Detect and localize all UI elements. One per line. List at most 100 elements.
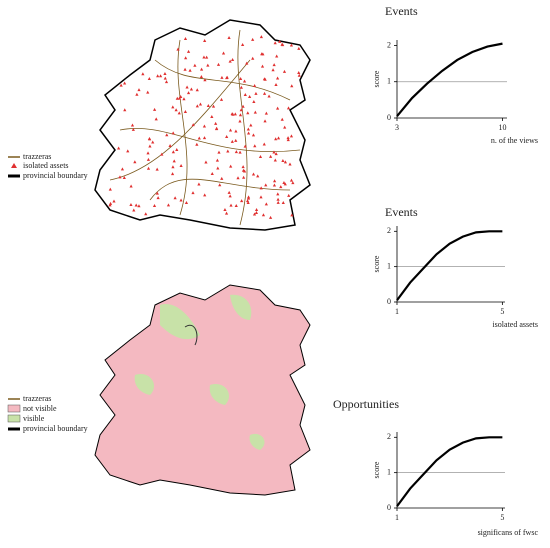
asset-marker: [118, 175, 122, 179]
asset-marker: [278, 39, 282, 43]
asset-marker: [242, 175, 246, 179]
asset-marker: [215, 126, 219, 130]
y-tick-label: 1: [387, 467, 391, 476]
asset-marker: [241, 165, 245, 169]
asset-marker: [229, 203, 233, 207]
asset-marker: [234, 204, 238, 208]
asset-marker: [179, 95, 183, 99]
asset-marker: [218, 183, 222, 187]
asset-marker: [217, 150, 221, 154]
asset-marker: [243, 92, 247, 96]
asset-marker: [146, 157, 151, 161]
asset-marker: [230, 112, 234, 116]
asset-marker: [274, 152, 278, 156]
asset-marker: [129, 184, 133, 188]
asset-marker: [228, 59, 232, 63]
asset-marker: [297, 46, 301, 50]
asset-marker: [203, 193, 207, 197]
y-axis-label: score: [372, 70, 381, 87]
map-assets: [94, 19, 311, 231]
y-tick-label: 0: [387, 503, 391, 512]
y-tick-label: 1: [387, 261, 391, 270]
asset-marker: [112, 199, 116, 203]
asset-marker: [172, 159, 176, 163]
asset-marker: [203, 39, 207, 43]
asset-marker: [156, 74, 160, 78]
asset-marker: [276, 136, 281, 140]
asset-marker: [238, 113, 243, 117]
asset-marker: [220, 75, 224, 79]
asset-marker: [123, 108, 127, 112]
asset-marker: [233, 112, 237, 116]
asset-marker: [195, 88, 199, 92]
asset-marker: [289, 178, 294, 182]
asset-marker: [197, 182, 201, 186]
asset-marker: [147, 77, 151, 81]
x-tick-label: 5: [500, 513, 504, 522]
x-tick-label: 3: [395, 123, 399, 132]
chart-title: Events: [385, 4, 418, 18]
asset-marker: [146, 90, 150, 94]
asset-marker: [282, 69, 287, 73]
asset-marker: [262, 142, 266, 146]
asset-marker: [254, 91, 258, 95]
asset-marker: [281, 201, 285, 205]
asset-marker: [239, 108, 243, 112]
asset-marker: [199, 67, 204, 71]
asset-marker: [171, 105, 175, 109]
asset-marker: [221, 51, 226, 55]
asset-marker: [174, 108, 178, 112]
asset-marker: [202, 55, 206, 59]
asset-marker: [288, 162, 292, 166]
asset-marker: [129, 203, 133, 207]
asset-marker: [253, 83, 257, 87]
asset-marker: [246, 131, 251, 135]
asset-marker: [108, 201, 113, 205]
asset-marker: [249, 123, 253, 127]
asset-marker: [273, 158, 277, 162]
asset-marker: [276, 192, 280, 196]
asset-marker: [215, 158, 220, 162]
line-series: [396, 230, 503, 301]
asset-marker: [195, 142, 199, 146]
asset-marker: [177, 96, 182, 100]
legend: trazzeras isolated assets provincial bou…: [8, 152, 88, 180]
line-series: [396, 42, 503, 117]
asset-marker: [297, 71, 301, 75]
asset-marker: [281, 158, 285, 162]
x-tick-label: 5: [500, 307, 504, 316]
y-tick-label: 2: [387, 226, 391, 235]
asset-marker: [275, 76, 280, 80]
legend-label: visible: [23, 414, 45, 423]
asset-marker: [241, 42, 245, 46]
asset-marker: [287, 193, 291, 197]
asset-marker: [146, 166, 151, 170]
chart-title: Events: [385, 205, 418, 219]
y-tick-label: 0: [387, 297, 391, 306]
y-tick-label: 2: [387, 40, 391, 49]
asset-marker: [267, 94, 271, 98]
asset-marker: [226, 149, 230, 153]
asset-marker: [160, 152, 164, 156]
asset-marker: [236, 176, 240, 180]
asset-marker: [239, 77, 243, 81]
asset-marker: [199, 74, 203, 78]
asset-marker: [264, 183, 268, 187]
x-axis-label: significans of fwsc: [478, 528, 539, 537]
x-axis-label: n. of the views: [491, 136, 538, 145]
asset-marker: [259, 186, 263, 190]
asset-marker: [185, 85, 189, 89]
asset-marker: [241, 168, 246, 172]
asset-marker: [276, 106, 280, 110]
asset-marker: [137, 88, 141, 92]
asset-marker: [147, 137, 152, 141]
asset-marker: [251, 172, 256, 176]
asset-marker: [184, 201, 189, 205]
asset-marker: [234, 150, 238, 154]
x-axis-label: isolated assets: [492, 320, 538, 329]
asset-marker: [246, 127, 250, 131]
asset-marker: [123, 81, 127, 85]
asset-marker: [179, 198, 183, 202]
asset-marker: [260, 64, 265, 68]
asset-marker: [228, 194, 232, 198]
